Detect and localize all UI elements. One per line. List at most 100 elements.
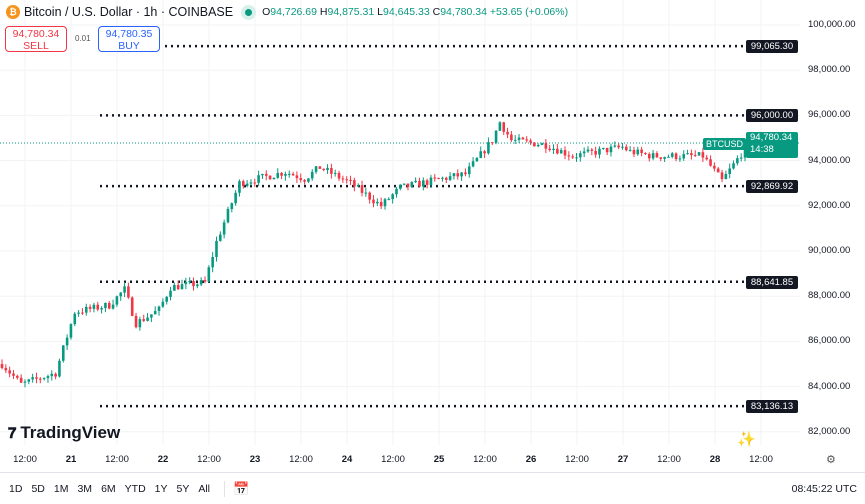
range-1y[interactable]: 1Y [154,482,168,495]
range-6m[interactable]: 6M [101,482,116,495]
candle-body [559,150,563,154]
candle-body [602,147,605,149]
level-price-label: 88,641.85 [746,275,798,289]
candle-body [506,131,509,135]
candle-body [257,175,260,183]
candle-body [326,167,329,171]
candle-body [567,155,571,157]
spread-value: 0.01 [75,34,91,43]
candle-body [115,296,119,305]
candle-body [644,153,647,155]
candle-body [372,199,375,204]
candle-body [100,308,103,310]
candle-body [39,378,42,380]
range-3m[interactable]: 3M [77,482,93,495]
candle-body [341,178,345,180]
candle-body [50,373,54,377]
settings-icon[interactable]: ⚙ [826,454,836,466]
candle-body [594,150,597,155]
clock[interactable]: 08:45:22 UTC [791,482,857,495]
candle-body [487,142,490,154]
candle-body [732,163,735,169]
candle-body [693,155,697,157]
candle-body [169,290,172,297]
market-open-icon [245,8,253,16]
candle-body [291,173,295,176]
candle-body [165,296,168,302]
candle-body [153,310,157,315]
candle-body [663,157,666,159]
candle-body [107,303,111,309]
candle-body [234,192,237,204]
candle-body [314,166,318,172]
candle-body [383,199,387,207]
range-5d[interactable]: 5D [31,482,45,495]
ohlc-values: O94,726.69 H94,875.31 L94,645.33 C94,780… [262,6,569,18]
candle-body [345,179,348,181]
candle-body [525,139,529,141]
time-tick: 12:00 [381,454,405,465]
candle-body [682,154,686,159]
candle-body [199,280,203,285]
candle-body [521,137,525,140]
candle-body [245,183,249,187]
candle-body [138,319,142,328]
candle-body [226,209,230,223]
level-price-label: 92,869.92 [746,180,798,194]
candle-body [437,178,440,180]
candle-body [173,284,176,291]
ai-assistant-icon[interactable]: ✨ [737,431,756,448]
candle-body [127,286,130,298]
candle-body [414,180,417,183]
candle-body [264,173,268,176]
candle-body [88,306,92,309]
candle-body [349,179,352,181]
candle-body [215,240,218,258]
range-1m[interactable]: 1M [53,482,69,495]
candle-body [556,148,559,154]
candle-body [322,168,326,171]
date-range-icon[interactable]: 📅 [224,480,249,497]
candle-body [284,173,287,176]
candle-body [330,167,333,174]
candle-body [743,144,747,158]
candle-body [613,145,617,147]
range-ytd[interactable]: YTD [124,482,146,495]
candle-body [31,377,34,380]
price-tick: 88,000.00 [808,290,851,302]
candle-body [73,313,77,325]
candle-body [119,292,123,297]
sell-button[interactable]: 94,780.34 SELL [5,26,67,52]
candle-body [667,156,670,158]
candle-body [104,303,107,309]
range-all[interactable]: All [198,482,211,495]
candle-body [598,148,601,155]
range-1d[interactable]: 1D [9,482,23,495]
candle-body [54,373,57,377]
candle-body [647,154,651,159]
candle-body [19,377,23,383]
price-tick: 100,000.00 [808,19,856,30]
candle-body [529,140,532,143]
time-tick: 12:00 [105,454,129,465]
candle-body [406,183,410,187]
time-tick: 23 [249,454,261,465]
symbol-title[interactable]: Bitcoin / U.S. Dollar · 1h · COINBASE [24,5,234,19]
candle-body [582,151,586,154]
range-5y[interactable]: 5Y [176,482,190,495]
candle-body [253,182,257,184]
candle-body [307,178,310,182]
candle-body [295,175,299,179]
candle-body [475,157,479,162]
symbol-header: ₿ Bitcoin / U.S. Dollar · 1h · COINBASE … [6,5,568,19]
candle-body [471,161,475,167]
candle-body [299,178,303,181]
candle-body [391,194,394,200]
candle-body [456,173,460,177]
buy-button[interactable]: 94,780.35 BUY [98,26,160,52]
candle-body [176,284,180,290]
candle-body [360,185,364,193]
candle-body [674,153,678,160]
candle-body [65,337,69,346]
